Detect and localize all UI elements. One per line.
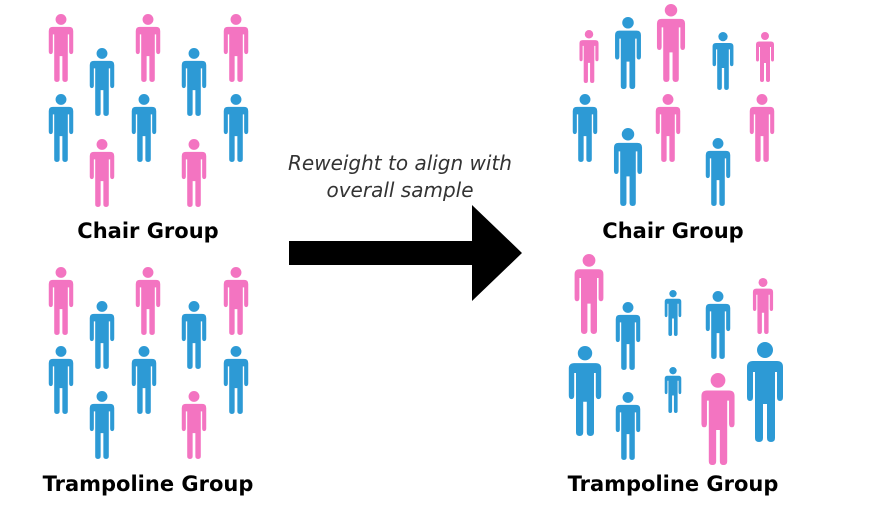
- right-chair-group-label: Chair Group: [602, 219, 744, 243]
- blue-person-icon: [615, 302, 641, 370]
- right-trampoline-group-label: Trampoline Group: [567, 472, 779, 496]
- blue-person-icon: [181, 301, 207, 369]
- pink-person-icon: [574, 254, 604, 334]
- blue-person-icon: [664, 367, 682, 413]
- pink-person-icon: [223, 14, 249, 83]
- blue-person-icon: [615, 17, 641, 89]
- blue-person-icon: [223, 94, 249, 162]
- pink-person-icon: [89, 139, 115, 207]
- reweight-caption: Reweight to align with overall sample: [270, 150, 530, 204]
- caption-line-2: overall sample: [326, 178, 474, 202]
- pink-person-icon: [756, 32, 774, 82]
- blue-person-icon: [747, 342, 783, 442]
- pink-person-icon: [181, 139, 207, 207]
- blue-person-icon: [572, 94, 598, 162]
- left-chair-group-label: Chair Group: [77, 219, 219, 243]
- blue-person-icon: [615, 392, 641, 460]
- blue-person-icon: [705, 291, 731, 359]
- pink-person-icon: [701, 373, 735, 465]
- blue-person-icon: [48, 346, 74, 414]
- blue-person-icon: [568, 346, 602, 436]
- pink-person-icon: [752, 278, 774, 334]
- pink-person-icon: [749, 94, 775, 162]
- pink-person-icon: [48, 267, 74, 335]
- blue-person-icon: [131, 94, 157, 162]
- pink-person-icon: [656, 4, 686, 82]
- pink-person-icon: [48, 14, 74, 83]
- blue-person-icon: [613, 128, 643, 206]
- blue-person-icon: [181, 48, 207, 116]
- blue-person-icon: [89, 48, 115, 116]
- pink-person-icon: [135, 14, 161, 83]
- right-arrow-icon: [289, 205, 522, 301]
- blue-person-icon: [89, 301, 115, 369]
- blue-person-icon: [705, 138, 731, 206]
- left-trampoline-group-label: Trampoline Group: [42, 472, 254, 496]
- pink-person-icon: [223, 267, 249, 335]
- caption-line-1: Reweight to align with: [288, 151, 512, 175]
- blue-person-icon: [48, 94, 74, 162]
- blue-person-icon: [223, 346, 249, 414]
- pink-person-icon: [135, 267, 161, 335]
- blue-person-icon: [712, 32, 734, 90]
- blue-person-icon: [664, 290, 682, 336]
- figures-layer: [48, 4, 783, 465]
- pink-person-icon: [579, 30, 599, 83]
- pink-person-icon: [655, 94, 681, 162]
- blue-person-icon: [131, 346, 157, 414]
- pink-person-icon: [181, 391, 207, 459]
- blue-person-icon: [89, 391, 115, 459]
